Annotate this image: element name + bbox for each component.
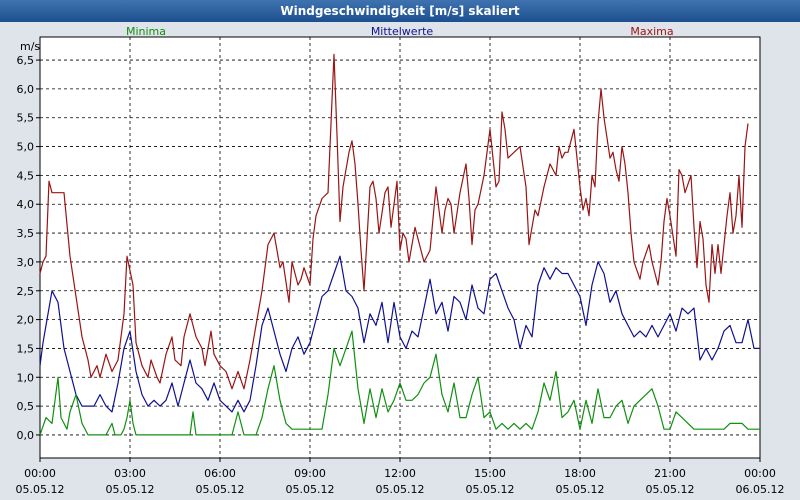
x-tick-time: 06:00 xyxy=(204,467,236,480)
grid-lines xyxy=(40,37,760,458)
x-tick-time: 00:00 xyxy=(24,467,56,480)
y-tick-label: 3,5 xyxy=(17,227,35,240)
legend-mittelwerte: Mittelwerte xyxy=(371,25,434,38)
y-tick-label: 1,0 xyxy=(17,371,35,384)
y-axis: 0,0 0,5 1,0 1,5 2,0 2,5 3,0 3,5 4,0 4,5 5,0 5,5 6,0 6… xyxy=(17,54,40,442)
y-tick-label: 1,5 xyxy=(17,342,35,355)
series-line-minima xyxy=(39,330,760,436)
x-tick-time: 00:00 xyxy=(744,467,776,480)
legend-minima: Minima xyxy=(126,25,166,38)
series-layer xyxy=(39,53,760,436)
y-tick-label: 5,5 xyxy=(17,112,35,125)
y-tick-label: 4,5 xyxy=(17,169,35,182)
x-tick-date: 06.05.12 xyxy=(736,483,785,496)
series-line-mittelwerte xyxy=(39,255,760,413)
x-tick-date: 05.05.12 xyxy=(16,483,65,496)
x-tick-date: 05.05.12 xyxy=(556,483,605,496)
x-tick-time: 15:00 xyxy=(474,467,506,480)
series-line-maxima xyxy=(39,53,749,390)
y-tick-label: 5,0 xyxy=(17,141,35,154)
legend-maxima: Maxima xyxy=(630,25,673,38)
x-tick-date: 05.05.12 xyxy=(376,483,425,496)
y-tick-label: 2,0 xyxy=(17,314,35,327)
y-tick-label: 4,0 xyxy=(17,198,35,211)
x-tick-time: 03:00 xyxy=(114,467,146,480)
y-tick-label: 6,0 xyxy=(17,83,35,96)
x-tick-date: 05.05.12 xyxy=(196,483,245,496)
x-tick-date: 05.05.12 xyxy=(106,483,155,496)
x-tick-time: 21:00 xyxy=(654,467,686,480)
y-tick-label: 6,5 xyxy=(17,54,35,67)
x-tick-date: 05.05.12 xyxy=(286,483,335,496)
x-axis: 00:00 05.05.12 03:00 05.05.12 06:00 05.05.12 0… xyxy=(16,458,785,496)
x-tick-time: 09:00 xyxy=(294,467,326,480)
y-tick-label: 0,5 xyxy=(17,400,35,413)
x-tick-time: 18:00 xyxy=(564,467,596,480)
x-tick-date: 05.05.12 xyxy=(646,483,695,496)
chart-area: 0,0 0,5 1,0 1,5 2,0 2,5 3,0 3,5 4,0 4,5 5,0 5,5 6,0 6… xyxy=(16,25,785,496)
y-axis-label: m/s xyxy=(20,40,40,53)
y-tick-label: 3,0 xyxy=(17,256,35,269)
y-tick-label: 0,0 xyxy=(17,429,35,442)
x-tick-date: 05.05.12 xyxy=(466,483,515,496)
window-title: Windgeschwindigkeit [m/s] skaliert xyxy=(0,0,800,22)
x-tick-time: 12:00 xyxy=(384,467,416,480)
y-tick-label: 2,5 xyxy=(17,285,35,298)
